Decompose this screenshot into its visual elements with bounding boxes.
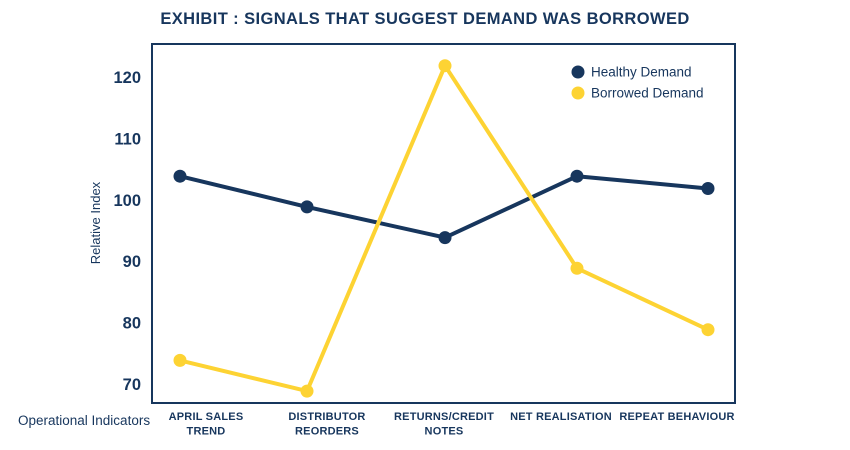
legend-marker-icon	[571, 86, 585, 100]
y-tick-label: 80	[123, 315, 141, 333]
data-point	[570, 169, 584, 183]
chart-title: EXHIBIT : SIGNALS THAT SUGGEST DEMAND WA…	[160, 10, 690, 28]
y-tick-label: 120	[113, 69, 141, 87]
data-point	[438, 59, 452, 73]
legend-marker-icon	[571, 65, 585, 79]
x-tick-label: REORDERS	[295, 426, 359, 438]
data-point	[173, 353, 187, 367]
y-tick-label: 100	[113, 192, 141, 210]
x-tick-label: NOTES	[425, 426, 464, 438]
x-tick-label: REPEAT BEHAVIOUR	[619, 411, 734, 423]
legend-label: Borrowed Demand	[591, 86, 704, 101]
x-tick-label: TREND	[187, 426, 226, 438]
y-axis-title: Relative Index	[88, 181, 103, 264]
data-point	[701, 323, 715, 337]
data-point	[570, 261, 584, 275]
data-point	[438, 231, 452, 245]
y-tick-label: 70	[123, 376, 141, 394]
y-tick-label: 90	[123, 253, 141, 271]
x-tick-label: NET REALISATION	[510, 411, 612, 423]
y-tick-label: 110	[114, 130, 141, 148]
x-axis-title: Operational Indicators	[18, 413, 150, 428]
legend-label: Healthy Demand	[591, 65, 692, 80]
x-tick-label: APRIL SALES	[169, 411, 244, 423]
data-point	[300, 384, 314, 398]
plot-border	[151, 43, 736, 404]
data-point	[173, 169, 187, 183]
series-line	[178, 174, 710, 240]
series-line	[178, 63, 710, 394]
x-tick-label: RETURNS/CREDIT	[394, 411, 494, 423]
data-point	[300, 200, 314, 214]
data-point	[701, 182, 715, 195]
x-tick-label: DISTRIBUTOR	[288, 411, 365, 423]
